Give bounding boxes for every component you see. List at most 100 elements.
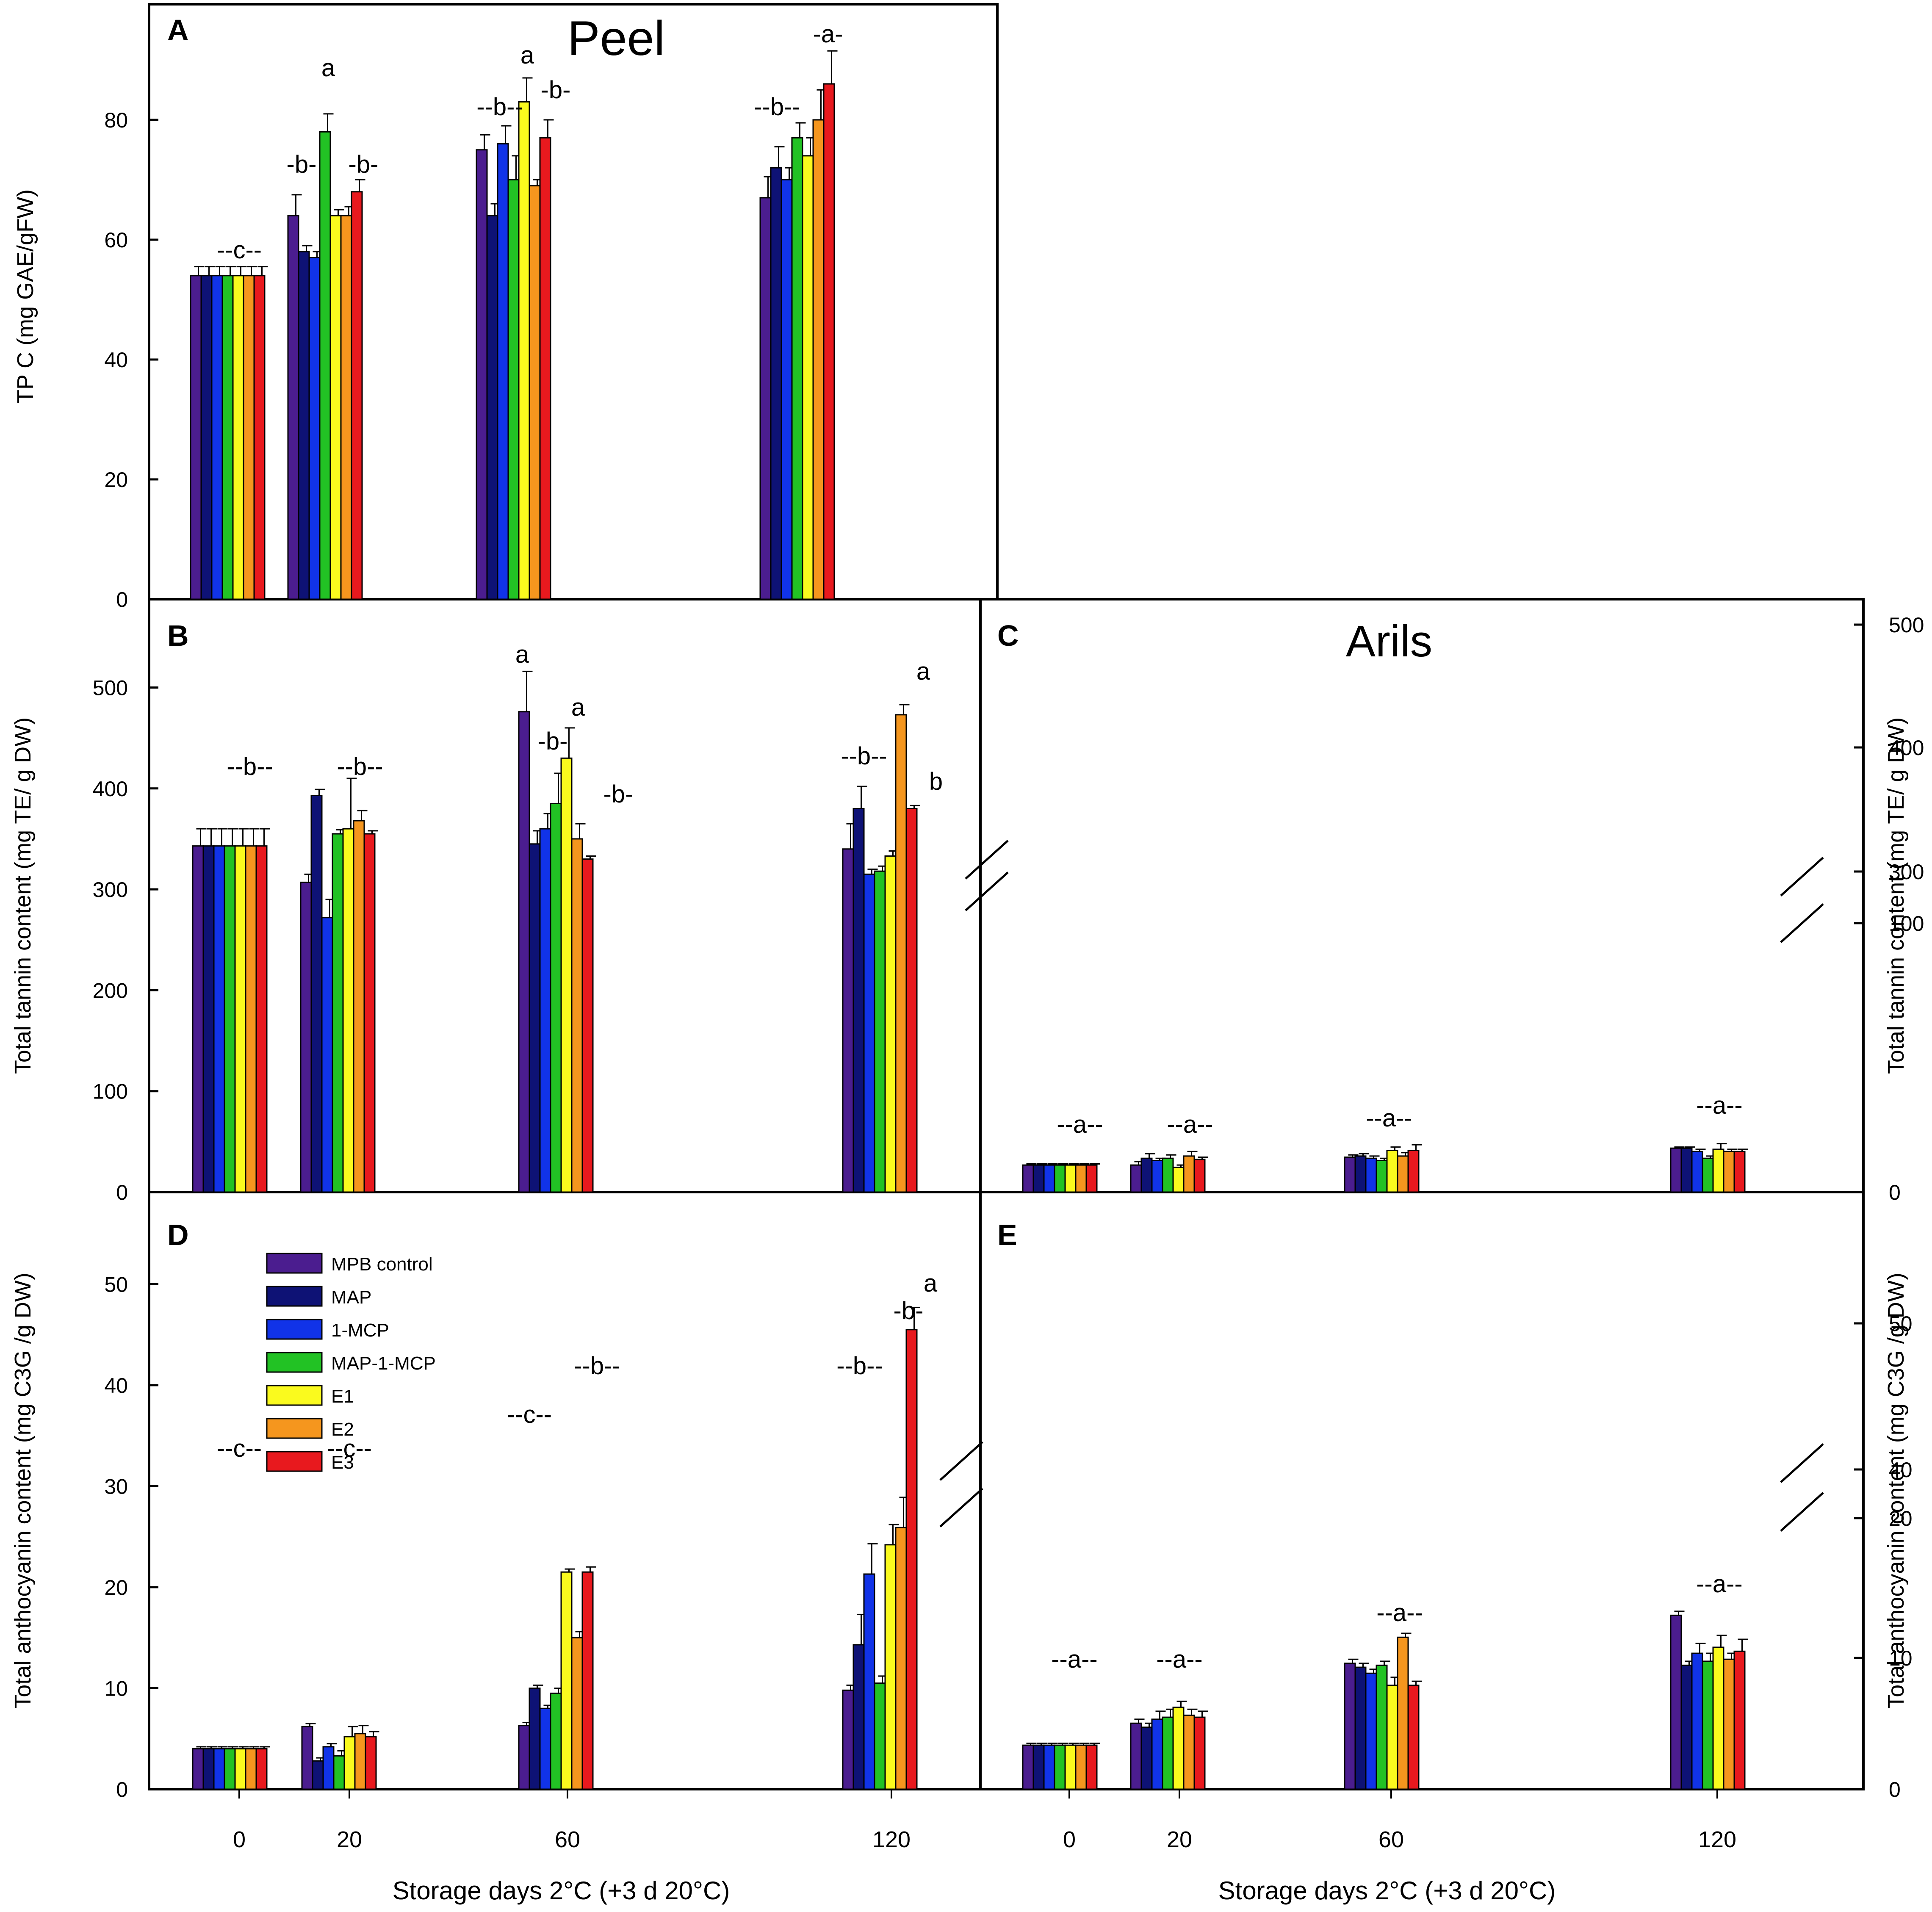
bar-e-g0-s6 bbox=[1085, 1744, 1098, 1790]
bar-d-g0-s3 bbox=[224, 1748, 236, 1790]
bar-b-g2-s3 bbox=[550, 803, 562, 1193]
bar-a-g0-s5 bbox=[243, 275, 255, 600]
sig-letter-b-5: -b- bbox=[603, 780, 634, 808]
xtick-label-d-60: 60 bbox=[555, 1827, 580, 1852]
panel-bcde-frame bbox=[148, 598, 1865, 1790]
ytick-label-b-500: 500 bbox=[93, 676, 128, 700]
bar-b-g1-s4 bbox=[342, 828, 354, 1193]
bar-d-g2-s4 bbox=[560, 1571, 573, 1790]
bar-b-g0-s2 bbox=[213, 845, 225, 1193]
bar-a-g0-s6 bbox=[253, 275, 266, 600]
ylabel-b: Total tannin content (mg TE/ g DW) bbox=[10, 717, 36, 1074]
ytick-label-c-1: 100 bbox=[1889, 912, 1924, 935]
ytick-label-b-300: 300 bbox=[93, 878, 128, 902]
bar-c-g3-s0 bbox=[1670, 1147, 1682, 1193]
bar-e-g3-s5 bbox=[1723, 1658, 1735, 1790]
legend-swatch-3 bbox=[266, 1352, 323, 1373]
sig-letter-e-0: --a-- bbox=[1051, 1646, 1098, 1673]
xlabel-left: Storage days 2°C (+3 d 20°C) bbox=[393, 1876, 730, 1905]
bar-b-g0-s4 bbox=[234, 845, 246, 1193]
bar-c-g3-s1 bbox=[1680, 1147, 1693, 1193]
ytick-label-d-0: 0 bbox=[116, 1778, 128, 1801]
ytick-label-a-20: 20 bbox=[104, 468, 128, 492]
sig-letter-a-5: a bbox=[520, 42, 534, 69]
axis-break-1 bbox=[965, 872, 1009, 911]
bar-d-g0-s1 bbox=[202, 1748, 215, 1790]
bar-c-g1-s6 bbox=[1193, 1159, 1206, 1193]
ytick-label-c-0: 0 bbox=[1889, 1181, 1901, 1204]
ytick-label-b-100: 100 bbox=[93, 1080, 128, 1104]
bar-c-g0-s6 bbox=[1085, 1164, 1098, 1193]
bar-c-g1-s3 bbox=[1162, 1157, 1174, 1193]
bar-d-g2-s6 bbox=[581, 1571, 594, 1790]
bar-d-g1-s3 bbox=[333, 1755, 345, 1790]
bar-e-g0-s2 bbox=[1043, 1744, 1055, 1790]
title-arils: Arils bbox=[1346, 617, 1432, 666]
bar-e-g3-s6 bbox=[1733, 1650, 1746, 1790]
panel-a-frame bbox=[148, 3, 999, 600]
legend-swatch-2 bbox=[266, 1319, 323, 1340]
bar-e-g1-s1 bbox=[1140, 1727, 1153, 1790]
bar-b-g2-s0 bbox=[518, 711, 530, 1193]
bar-d-g0-s6 bbox=[255, 1748, 268, 1790]
bar-d-g0-s2 bbox=[213, 1748, 225, 1790]
bar-e-g2-s5 bbox=[1397, 1636, 1409, 1790]
bar-b-g3-s6 bbox=[905, 808, 918, 1193]
bar-a-g3-s5 bbox=[812, 119, 825, 600]
bar-b-g3-s1 bbox=[853, 808, 865, 1193]
bar-d-g1-s2 bbox=[322, 1746, 335, 1790]
legend-swatch-5 bbox=[266, 1418, 323, 1439]
bar-d-g3-s0 bbox=[842, 1689, 854, 1790]
sig-letter-b-1: --b-- bbox=[337, 753, 383, 780]
legend-label-2: 1-MCP bbox=[331, 1320, 389, 1341]
xlabel-right: Storage days 2°C (+3 d 20°C) bbox=[1218, 1876, 1556, 1905]
sig-letter-a-3: -b- bbox=[349, 151, 379, 178]
sig-letter-b-2: a bbox=[515, 641, 529, 668]
ylabel-a: TP C (mg GAE/gFW) bbox=[13, 189, 38, 404]
bar-b-g1-s1 bbox=[310, 794, 323, 1193]
sig-letter-e-3: --a-- bbox=[1696, 1570, 1743, 1598]
panel-letter-c: C bbox=[997, 619, 1019, 652]
bar-c-g2-s0 bbox=[1344, 1157, 1356, 1193]
bar-a-g0-s2 bbox=[211, 275, 223, 600]
sig-letter-d-1: --c-- bbox=[327, 1435, 372, 1462]
bar-e-g1-s6 bbox=[1193, 1716, 1206, 1790]
bar-b-g3-s2 bbox=[863, 873, 875, 1193]
bar-c-g0-s2 bbox=[1043, 1164, 1055, 1193]
sig-letter-d-0: --c-- bbox=[217, 1435, 262, 1462]
xtick-label-e-120: 120 bbox=[1698, 1827, 1736, 1852]
bar-a-g2-s1 bbox=[486, 215, 498, 600]
bar-a-g1-s4 bbox=[329, 215, 342, 600]
bar-b-g2-s6 bbox=[581, 858, 594, 1193]
bar-a-g3-s6 bbox=[823, 83, 835, 600]
sig-letter-b-3: -b- bbox=[538, 728, 568, 755]
bar-a-g1-s1 bbox=[298, 251, 310, 600]
bar-e-g1-s4 bbox=[1172, 1706, 1185, 1790]
ylabel-c: Total tannin content (mg TE/ g DW) bbox=[1883, 717, 1909, 1074]
legend-swatch-1 bbox=[266, 1286, 323, 1307]
bar-d-g2-s3 bbox=[550, 1692, 562, 1790]
bar-c-g0-s1 bbox=[1032, 1164, 1045, 1193]
sig-letter-d-6: a bbox=[924, 1270, 938, 1297]
axis-break-7 bbox=[1780, 1492, 1824, 1532]
bar-e-g3-s4 bbox=[1712, 1646, 1724, 1790]
bar-e-g1-s3 bbox=[1162, 1716, 1174, 1790]
bar-e-g1-s0 bbox=[1130, 1722, 1142, 1790]
ytick-label-e-0: 0 bbox=[1889, 1778, 1901, 1801]
legend: MPB control MAP 1-MCP MAP-1-MCP E1 E2 E3 bbox=[266, 1253, 436, 1473]
sig-letter-b-6: --b-- bbox=[841, 742, 887, 770]
bar-b-g0-s1 bbox=[202, 845, 215, 1193]
bar-b-g1-s5 bbox=[353, 820, 365, 1193]
ytick-label-e-2: 20 bbox=[1889, 1507, 1913, 1530]
ylabel-e: Total anthocyanin content (mg C3G /g DW) bbox=[1883, 1273, 1909, 1708]
bar-e-g0-s1 bbox=[1032, 1744, 1045, 1790]
bar-b-g3-s4 bbox=[884, 855, 897, 1193]
ylabel-d: Total anthocyanin content (mg C3G /g DW) bbox=[10, 1273, 36, 1708]
ytick-label-d-30: 30 bbox=[104, 1475, 128, 1499]
xtick-label-e-60: 60 bbox=[1378, 1827, 1404, 1852]
legend-label-6: E3 bbox=[331, 1452, 354, 1473]
axis-break-4 bbox=[939, 1441, 983, 1481]
ytick-label-d-40: 40 bbox=[104, 1374, 128, 1397]
bar-d-g0-s4 bbox=[234, 1748, 246, 1790]
